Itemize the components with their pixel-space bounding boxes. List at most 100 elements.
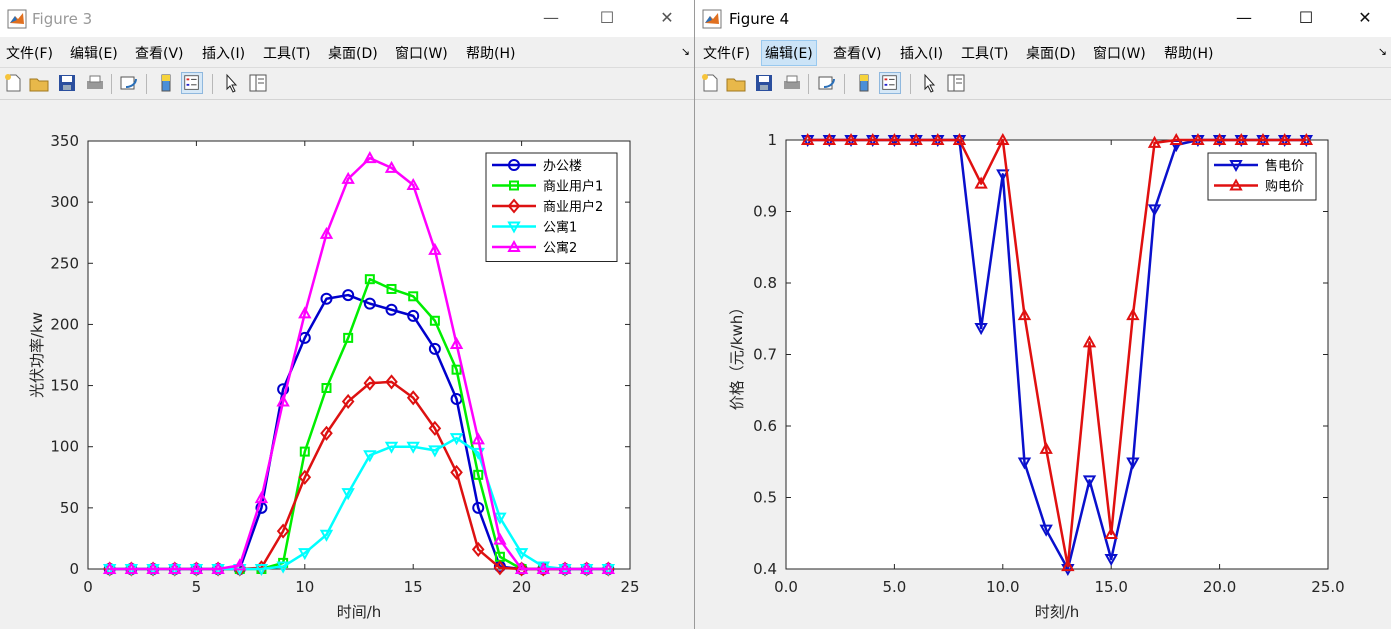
data-point — [298, 306, 312, 319]
figure-4-canvas[interactable]: 0.0 5.0 10.0 15.0 20.0 25.0 0.4 0.5 0.6 0.7 0.8 0.9… — [695, 100, 1391, 629]
data-point — [189, 561, 204, 574]
minimize-button[interactable]: — — [1236, 8, 1252, 27]
toolbar-separator — [910, 74, 911, 94]
menu-tools[interactable]: 工具(T) — [263, 46, 311, 62]
title-bar[interactable]: Figure 4 — ☐ ✕ — [695, 0, 1391, 37]
plot-area[interactable] — [785, 139, 1329, 570]
data-point — [800, 132, 815, 145]
maximize-button[interactable]: ☐ — [599, 8, 615, 27]
x-axis-label: 时间/h — [337, 603, 382, 621]
x-tick-label: 5.0 — [882, 578, 906, 596]
new-figure-icon[interactable] — [699, 72, 721, 94]
legend-label: 商业用户2 — [543, 199, 603, 215]
data-point — [320, 292, 333, 305]
menu-bar: 文件(F) 编辑(E) 查看(V) 插入(I) 工具(T) 桌面(D) 窗口(W… — [695, 37, 1391, 67]
x-tick-label: 0.0 — [774, 578, 798, 596]
x-tick-label: 25.0 — [1311, 578, 1344, 596]
menu-file[interactable]: 文件(F) — [6, 46, 53, 62]
data-point — [124, 561, 139, 574]
legend-icon[interactable] — [879, 72, 901, 94]
data-point — [473, 469, 484, 480]
menu-help[interactable]: 帮助(H) — [1164, 46, 1214, 62]
minimize-button[interactable]: — — [543, 8, 559, 27]
property-inspector-icon[interactable] — [247, 72, 269, 94]
menu-help[interactable]: 帮助(H) — [466, 46, 516, 62]
menu-dock-arrow-icon[interactable]: ↘ — [680, 45, 690, 58]
open-file-icon[interactable] — [28, 72, 50, 94]
data-point — [1039, 441, 1053, 454]
data-point — [1147, 135, 1162, 148]
data-point — [866, 132, 880, 145]
data-point — [407, 309, 420, 322]
title-bar[interactable]: Figure 3 — ☐ ✕ — [0, 0, 694, 37]
menu-dock-arrow-icon[interactable]: ↘ — [1377, 45, 1387, 58]
print-icon[interactable] — [84, 72, 106, 94]
menu-desktop[interactable]: 桌面(D) — [1026, 46, 1076, 62]
edit-plot-pointer-icon[interactable] — [221, 72, 243, 94]
property-inspector-icon[interactable] — [945, 72, 967, 94]
matlab-logo-icon — [7, 9, 27, 29]
data-point — [1299, 132, 1314, 145]
link-plot-icon[interactable] — [118, 72, 140, 94]
menu-desktop[interactable]: 桌面(D) — [328, 46, 378, 62]
y-axis-label: 光伏功率/kw — [28, 312, 46, 398]
menu-insert[interactable]: 插入(I) — [202, 46, 246, 62]
legend-icon[interactable] — [181, 72, 203, 94]
link-plot-icon[interactable] — [816, 72, 838, 94]
data-point — [363, 450, 377, 463]
data-point — [451, 364, 462, 375]
y-tick-label: 350 — [50, 132, 79, 150]
toolbar-separator — [146, 74, 147, 94]
figure-4-window: Figure 4 — ☐ ✕ 文件(F) 编辑(E) 查看(V) 插入(I) 工… — [695, 0, 1391, 629]
data-point — [1234, 132, 1248, 145]
menu-view[interactable]: 查看(V) — [833, 46, 882, 62]
menu-edit[interactable]: 编辑(E) — [70, 46, 118, 62]
save-icon[interactable] — [56, 72, 78, 94]
close-button[interactable]: ✕ — [1358, 8, 1372, 27]
open-file-icon[interactable] — [725, 72, 747, 94]
x-tick-label: 10.0 — [986, 578, 1019, 596]
data-point — [1191, 132, 1205, 145]
figure-3-window: Figure 3 — ☐ ✕ 文件(F) 编辑(E) 查看(V) 插入(I) 工… — [0, 0, 695, 629]
menu-window[interactable]: 窗口(W) — [1093, 46, 1146, 62]
save-icon[interactable] — [753, 72, 775, 94]
print-icon[interactable] — [781, 72, 803, 94]
data-point — [493, 532, 507, 545]
y-tick-label: 0.9 — [753, 203, 777, 221]
legend-marker — [509, 180, 519, 191]
data-point — [1147, 204, 1162, 217]
data-point — [579, 561, 594, 574]
data-point — [363, 297, 376, 310]
colorbar-icon[interactable] — [155, 72, 177, 94]
menu-view[interactable]: 查看(V) — [135, 46, 184, 62]
legend-label: 购电价 — [1265, 179, 1304, 195]
menu-tools[interactable]: 工具(T) — [961, 46, 1009, 62]
y-tick-label: 150 — [50, 377, 79, 395]
menu-window[interactable]: 窗口(W) — [395, 46, 448, 62]
data-point — [343, 332, 354, 343]
menu-insert[interactable]: 插入(I) — [900, 46, 944, 62]
data-point — [429, 315, 440, 326]
edit-plot-pointer-icon[interactable] — [919, 72, 941, 94]
window-title: Figure 4 — [729, 10, 790, 28]
toolbar-separator — [111, 74, 112, 94]
data-point — [428, 420, 442, 436]
data-point — [364, 274, 375, 285]
y-tick-label: 0.7 — [753, 346, 777, 364]
data-point — [319, 529, 334, 542]
close-button[interactable]: ✕ — [660, 8, 674, 27]
menu-edit[interactable]: 编辑(E) — [761, 40, 817, 66]
new-figure-icon[interactable] — [2, 72, 24, 94]
data-point — [1277, 132, 1292, 145]
maximize-button[interactable]: ☐ — [1298, 8, 1314, 27]
data-point — [1039, 524, 1053, 537]
toolbar-separator — [808, 74, 809, 94]
colorbar-icon[interactable] — [853, 72, 875, 94]
figure-3-canvas[interactable]: 0 5 10 15 20 25050100150200250300350时间/h光伏功率/… — [0, 100, 695, 629]
menu-file[interactable]: 文件(F) — [703, 46, 750, 62]
data-point — [536, 561, 550, 574]
data-point — [276, 523, 290, 539]
y-tick-label: 0 — [69, 560, 79, 578]
